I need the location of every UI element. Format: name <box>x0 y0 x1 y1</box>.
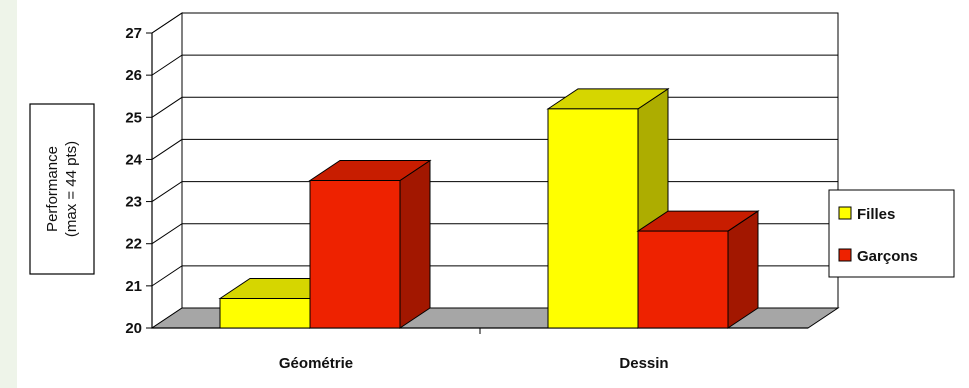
bar-front <box>309 180 401 329</box>
y-tick-label: 20 <box>125 320 142 337</box>
bar-front <box>547 108 639 329</box>
y-axis-title-line2: (max = 44 pts) <box>63 141 80 237</box>
legend-label-filles: Filles <box>857 206 895 223</box>
y-tick-label: 25 <box>125 109 142 126</box>
y-tick-label: 24 <box>125 151 142 168</box>
gridline <box>151 12 838 34</box>
x-category-labels: Géométrie Dessin <box>279 355 669 372</box>
legend-swatch-filles <box>838 206 852 220</box>
y-tick-label: 27 <box>125 25 142 42</box>
bar-front <box>637 230 729 329</box>
y-axis-title-box <box>29 103 95 275</box>
y-tick-label: 26 <box>125 67 142 84</box>
y-tick-label: 22 <box>125 236 142 253</box>
legend-swatch-garcons <box>838 248 852 262</box>
bar-gar-ons-0 <box>308 159 432 329</box>
x-category-label: Géométrie <box>279 355 353 372</box>
y-axis-title-line1: Performance <box>44 146 61 232</box>
legend-label-garcons: Garçons <box>857 248 918 265</box>
side-wall <box>151 12 183 329</box>
y-tick-labels: 20 21 22 23 24 25 26 27 <box>125 25 142 337</box>
y-tick-label: 23 <box>125 194 142 211</box>
y-axis-title: Performance (max = 44 pts) <box>29 103 95 275</box>
bar-gar-ons-1 <box>636 210 760 329</box>
bar-front <box>219 298 311 329</box>
x-category-label: Dessin <box>619 355 668 372</box>
legend: Filles Garçons <box>828 189 955 278</box>
y-tick-label: 21 <box>125 278 142 295</box>
legend-box <box>828 189 955 278</box>
bars <box>218 87 760 329</box>
bar-side <box>399 159 431 329</box>
gridline <box>151 54 838 76</box>
